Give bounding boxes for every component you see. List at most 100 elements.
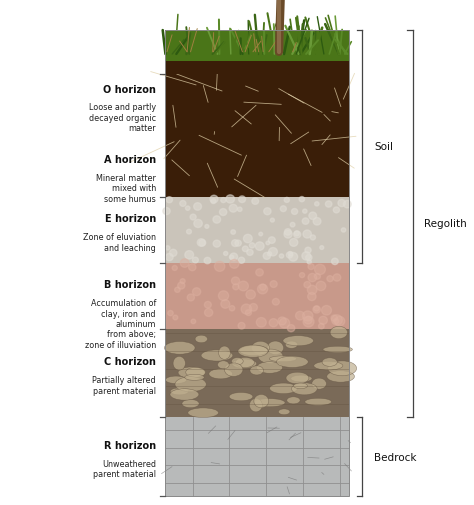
Circle shape [269, 248, 277, 257]
Circle shape [238, 258, 245, 264]
Ellipse shape [175, 377, 206, 392]
Ellipse shape [201, 350, 233, 362]
Ellipse shape [267, 341, 283, 355]
Circle shape [266, 241, 270, 245]
Circle shape [331, 315, 342, 325]
Ellipse shape [219, 346, 230, 360]
Circle shape [288, 252, 293, 257]
Circle shape [333, 274, 341, 282]
Ellipse shape [170, 389, 199, 400]
Circle shape [165, 254, 173, 261]
Circle shape [242, 246, 248, 252]
Circle shape [287, 325, 295, 332]
Ellipse shape [231, 358, 243, 365]
Circle shape [293, 232, 301, 238]
Circle shape [180, 201, 186, 207]
Circle shape [197, 239, 205, 247]
Circle shape [309, 213, 317, 220]
Ellipse shape [165, 376, 187, 384]
Circle shape [226, 195, 235, 204]
Circle shape [213, 216, 220, 224]
Circle shape [229, 205, 237, 213]
Ellipse shape [292, 383, 317, 395]
Circle shape [165, 246, 170, 250]
Circle shape [190, 215, 196, 221]
Text: Accumulation of
clay, iron and
aluminum
from above;
zone of illuviation: Accumulation of clay, iron and aluminum … [85, 298, 156, 349]
Ellipse shape [291, 375, 312, 382]
Circle shape [187, 230, 191, 234]
Circle shape [180, 259, 189, 268]
Ellipse shape [323, 346, 352, 353]
Circle shape [331, 316, 337, 322]
Ellipse shape [269, 356, 297, 362]
Ellipse shape [256, 362, 283, 374]
Circle shape [231, 277, 239, 285]
Ellipse shape [185, 375, 204, 381]
Circle shape [280, 207, 286, 212]
Ellipse shape [225, 363, 243, 377]
Circle shape [321, 306, 331, 316]
Ellipse shape [239, 346, 268, 356]
Circle shape [295, 312, 305, 320]
Circle shape [304, 317, 312, 324]
Circle shape [241, 305, 252, 315]
Text: Unweathered
parent material: Unweathered parent material [93, 459, 156, 478]
Circle shape [231, 240, 239, 247]
Ellipse shape [173, 357, 185, 371]
Circle shape [338, 200, 346, 207]
Circle shape [307, 286, 317, 295]
Circle shape [213, 241, 220, 247]
Ellipse shape [305, 398, 331, 406]
Circle shape [290, 239, 298, 247]
Circle shape [237, 208, 242, 212]
Circle shape [238, 323, 245, 329]
Circle shape [178, 282, 185, 289]
Circle shape [260, 285, 266, 291]
Text: C horizon: C horizon [104, 357, 156, 367]
Circle shape [199, 240, 206, 246]
Circle shape [270, 281, 277, 288]
Circle shape [249, 243, 255, 248]
Circle shape [163, 208, 170, 215]
Ellipse shape [276, 357, 308, 368]
Bar [165, 264, 349, 329]
Ellipse shape [229, 393, 253, 401]
Ellipse shape [232, 360, 256, 369]
Circle shape [255, 242, 264, 251]
Ellipse shape [236, 358, 255, 368]
Text: R horizon: R horizon [104, 440, 156, 450]
Circle shape [235, 240, 241, 247]
Circle shape [314, 274, 320, 280]
Circle shape [269, 319, 278, 327]
Circle shape [189, 264, 196, 271]
Circle shape [221, 300, 230, 309]
Circle shape [270, 219, 274, 223]
Circle shape [315, 265, 326, 275]
Circle shape [314, 306, 319, 312]
Circle shape [238, 196, 246, 203]
Circle shape [284, 198, 290, 203]
Circle shape [335, 317, 345, 326]
Circle shape [320, 246, 324, 250]
Ellipse shape [178, 367, 205, 379]
Circle shape [219, 291, 228, 301]
Circle shape [333, 319, 339, 324]
Ellipse shape [252, 341, 269, 355]
Ellipse shape [209, 369, 232, 379]
Ellipse shape [182, 399, 199, 408]
Ellipse shape [286, 373, 309, 384]
Circle shape [224, 252, 228, 256]
Circle shape [170, 250, 177, 257]
Ellipse shape [314, 362, 343, 370]
Circle shape [341, 228, 346, 233]
Text: Loose and partly
decayed organic
matter: Loose and partly decayed organic matter [89, 103, 156, 133]
Circle shape [259, 233, 263, 236]
Text: Regolith: Regolith [424, 219, 467, 229]
Circle shape [249, 304, 257, 312]
Circle shape [264, 209, 271, 215]
Circle shape [290, 223, 295, 227]
Bar [165, 75, 349, 197]
Circle shape [273, 299, 279, 306]
Circle shape [192, 288, 201, 296]
Circle shape [233, 284, 239, 290]
